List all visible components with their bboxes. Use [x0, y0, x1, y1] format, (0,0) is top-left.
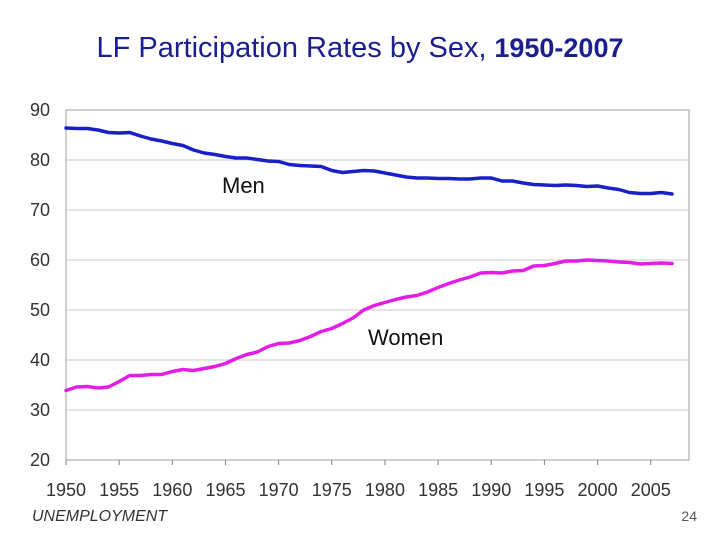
y-tick-label: 70 [30, 200, 50, 220]
plot-area [65, 109, 690, 461]
x-tick-label: 1985 [418, 480, 458, 500]
chart-title: LF Participation Rates by Sex, 1950-2007 [0, 32, 720, 65]
y-tick-label: 50 [30, 300, 50, 320]
y-tick-label: 60 [30, 250, 50, 270]
page-number: 24 [681, 508, 697, 524]
chart-title-years: 1950-2007 [494, 33, 624, 63]
y-tick-label: 40 [30, 350, 50, 370]
section-label: UNEMPLOYMENT [32, 508, 168, 525]
y-tick-label: 80 [30, 150, 50, 170]
x-tick-label: 2005 [631, 480, 671, 500]
x-tick-label: 1970 [259, 480, 299, 500]
series-line-men [64, 126, 674, 196]
x-tick-label: 1995 [524, 480, 564, 500]
series-label-men: Men [222, 173, 265, 198]
y-tick-label: 90 [30, 100, 50, 120]
x-tick-label: 2000 [578, 480, 618, 500]
series-line-women [64, 258, 674, 393]
x-tick-label: 1965 [205, 480, 245, 500]
y-tick-label: 20 [30, 450, 50, 470]
series-label-women: Women [368, 325, 443, 350]
x-tick-label: 1975 [312, 480, 352, 500]
x-tick-label: 1950 [46, 480, 86, 500]
y-tick-label: 30 [30, 400, 50, 420]
x-tick-label: 1960 [152, 480, 192, 500]
x-tick-label: 1990 [471, 480, 511, 500]
x-tick-label: 1955 [99, 480, 139, 500]
chart-title-main: LF Participation Rates by Sex, [96, 32, 487, 64]
x-tick-label: 1980 [365, 480, 405, 500]
